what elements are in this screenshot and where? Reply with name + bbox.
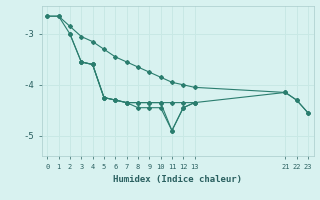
X-axis label: Humidex (Indice chaleur): Humidex (Indice chaleur) xyxy=(113,175,242,184)
